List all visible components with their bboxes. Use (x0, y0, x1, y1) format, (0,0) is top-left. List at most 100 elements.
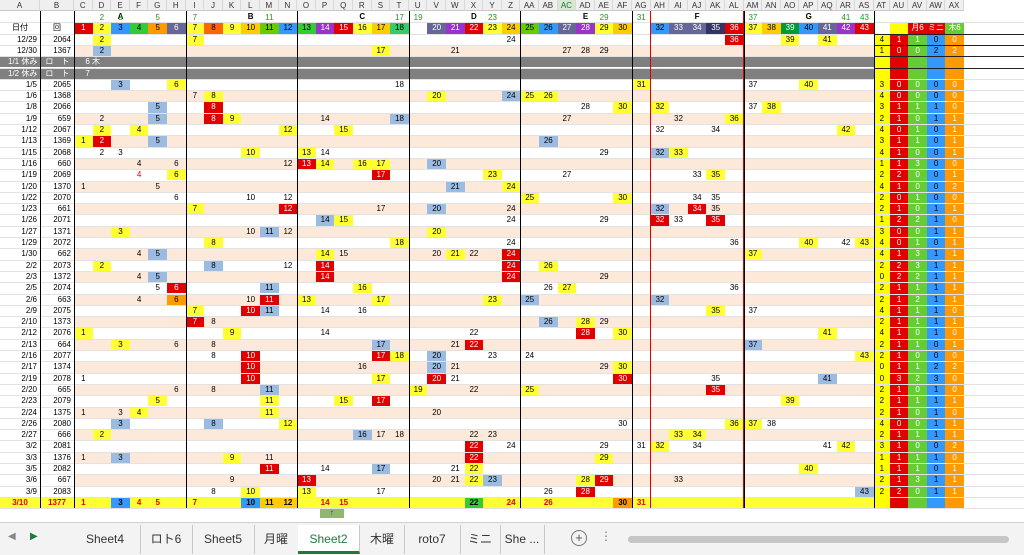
number-cell[interactable]: 14 (320, 305, 330, 315)
row-round[interactable]: 2070 (53, 192, 71, 202)
summary-cell[interactable]: 4 (879, 238, 885, 247)
number-cell[interactable]: 17 (371, 463, 391, 475)
number-cell[interactable]: 32 (650, 440, 670, 452)
column-header-o[interactable]: O (297, 0, 316, 11)
group-label-d[interactable]: D (471, 12, 477, 21)
summary-cell[interactable]: 3 (915, 260, 920, 270)
number-cell[interactable]: 37 (748, 79, 758, 89)
number-cell[interactable]: 26 (539, 90, 558, 102)
spreadsheet-grid[interactable]: A B C D E F G H I J K L M N O P Q R S T U V W X Y Z AA AB AC AD AE AF AG… (0, 0, 1024, 522)
summary-cell[interactable]: 2 (879, 113, 885, 123)
number-header-cell[interactable]: 32 (650, 22, 670, 34)
summary-cell[interactable]: 2 (879, 339, 885, 349)
column-header-al[interactable]: AL (725, 0, 744, 11)
number-cell[interactable]: 6 (174, 158, 179, 168)
summary-cell[interactable]: 1 (933, 384, 939, 394)
number-cell[interactable]: 32 (650, 293, 670, 305)
number-cell[interactable]: 17 (371, 338, 391, 350)
number-cell[interactable]: 8 (211, 486, 216, 496)
column-header-k[interactable]: K (222, 0, 242, 11)
number-cell[interactable]: 10 (246, 226, 256, 236)
number-cell[interactable]: 11 (260, 463, 279, 475)
number-cell[interactable]: 22 (464, 474, 484, 486)
number-header-cell[interactable]: 14 (315, 22, 335, 34)
row-round[interactable]: 667 (57, 475, 71, 485)
row-date[interactable]: 2/17 (21, 362, 37, 372)
column-header-v[interactable]: V (427, 0, 446, 11)
summary-cell[interactable]: 1 (896, 102, 902, 112)
summary-cell[interactable]: 1 (933, 215, 939, 225)
row-date[interactable]: 2/5 (25, 283, 37, 293)
row-round[interactable]: 2074 (53, 283, 71, 293)
summary-cell[interactable]: 2 (879, 475, 885, 485)
summary-cell[interactable]: 2 (896, 486, 902, 496)
number-cell[interactable]: 35 (711, 204, 721, 214)
last-row-cell[interactable]: 30 (613, 496, 632, 509)
summary-cell[interactable]: 1 (933, 249, 939, 259)
number-cell[interactable]: 14 (320, 147, 330, 157)
row-date[interactable]: 1/9 (25, 113, 37, 123)
summary-cell[interactable]: 2 (879, 396, 885, 406)
number-cell[interactable]: 31 (636, 441, 646, 451)
scroll-tabs-left-icon[interactable]: ◀ (8, 531, 16, 542)
number-cell[interactable]: 2 (92, 135, 112, 147)
row-round[interactable]: 661 (57, 204, 71, 214)
column-header-av[interactable]: AV (908, 0, 927, 11)
summary-cell[interactable]: 2 (879, 192, 885, 202)
number-cell[interactable]: 22 (464, 440, 484, 452)
row-round[interactable]: 2067 (53, 125, 71, 134)
number-cell[interactable]: 32 (655, 125, 665, 134)
row-round[interactable]: 2079 (53, 396, 71, 406)
row-date[interactable]: 1/5 (25, 79, 37, 89)
number-cell[interactable]: 25 (520, 383, 539, 396)
summary-cell[interactable]: 1 (952, 113, 957, 123)
row-round[interactable]: 2072 (53, 238, 71, 247)
number-cell[interactable]: 12 (278, 417, 298, 430)
number-header-cell[interactable]: 2 (92, 22, 112, 34)
row-date[interactable]: 1/15 (21, 147, 37, 157)
number-cell[interactable]: 24 (506, 441, 516, 451)
number-cell[interactable]: 22 (469, 328, 479, 338)
top-number[interactable]: 37 (748, 13, 758, 23)
summary-cell[interactable]: 2 (879, 486, 885, 496)
number-cell[interactable]: 24 (506, 215, 516, 225)
top-number[interactable]: 5 (155, 13, 160, 23)
number-cell[interactable]: 6 (167, 282, 186, 294)
sheet-tab-5[interactable]: 木曜 (360, 525, 405, 554)
row-date[interactable]: 2/19 (21, 373, 37, 383)
sheet-tab-8[interactable]: She ... (500, 525, 545, 554)
number-cell[interactable]: 23 (483, 293, 502, 305)
number-cell[interactable]: 31 (632, 78, 651, 91)
row-date[interactable]: 1/29 (21, 238, 37, 247)
number-cell[interactable]: 11 (260, 383, 279, 396)
number-cell[interactable]: 26 (539, 135, 558, 147)
number-cell[interactable]: 30 (613, 372, 632, 384)
summary-cell[interactable]: 1 (915, 305, 920, 315)
row-round[interactable]: 1372 (53, 271, 71, 281)
number-cell[interactable]: 10 (241, 304, 260, 317)
row-round[interactable]: 2076 (53, 328, 71, 338)
column-header-s[interactable]: S (371, 0, 391, 11)
summary-cell[interactable]: 0 (933, 441, 939, 451)
number-cell[interactable]: 7 (185, 33, 205, 45)
number-cell[interactable]: 6 (174, 384, 179, 394)
number-cell[interactable]: 2 (92, 259, 112, 271)
last-row-cell[interactable]: 14 (320, 497, 330, 507)
number-cell[interactable]: 2 (99, 147, 105, 157)
summary-cell[interactable]: 1 (896, 407, 902, 417)
more-options-icon[interactable]: ⋮ (600, 529, 612, 543)
row-date[interactable]: 3/10 (12, 497, 28, 507)
number-cell[interactable]: 24 (525, 351, 535, 360)
number-cell[interactable]: 32 (650, 146, 670, 158)
number-cell[interactable]: 14 (315, 270, 335, 283)
number-cell[interactable]: 7 (192, 91, 198, 101)
column-header-aw[interactable]: AW (926, 0, 946, 11)
number-header-cell[interactable]: 17 (371, 22, 391, 34)
number-cell[interactable]: 20 (427, 372, 446, 384)
number-header-cell[interactable]: 13 (297, 22, 316, 34)
number-header-cell[interactable]: 15 (334, 22, 353, 34)
row-round[interactable]: 1371 (53, 226, 71, 236)
summary-cell[interactable]: 1 (915, 238, 920, 247)
column-header-af[interactable]: AF (613, 0, 632, 11)
number-header-cell[interactable]: 35 (706, 22, 725, 34)
